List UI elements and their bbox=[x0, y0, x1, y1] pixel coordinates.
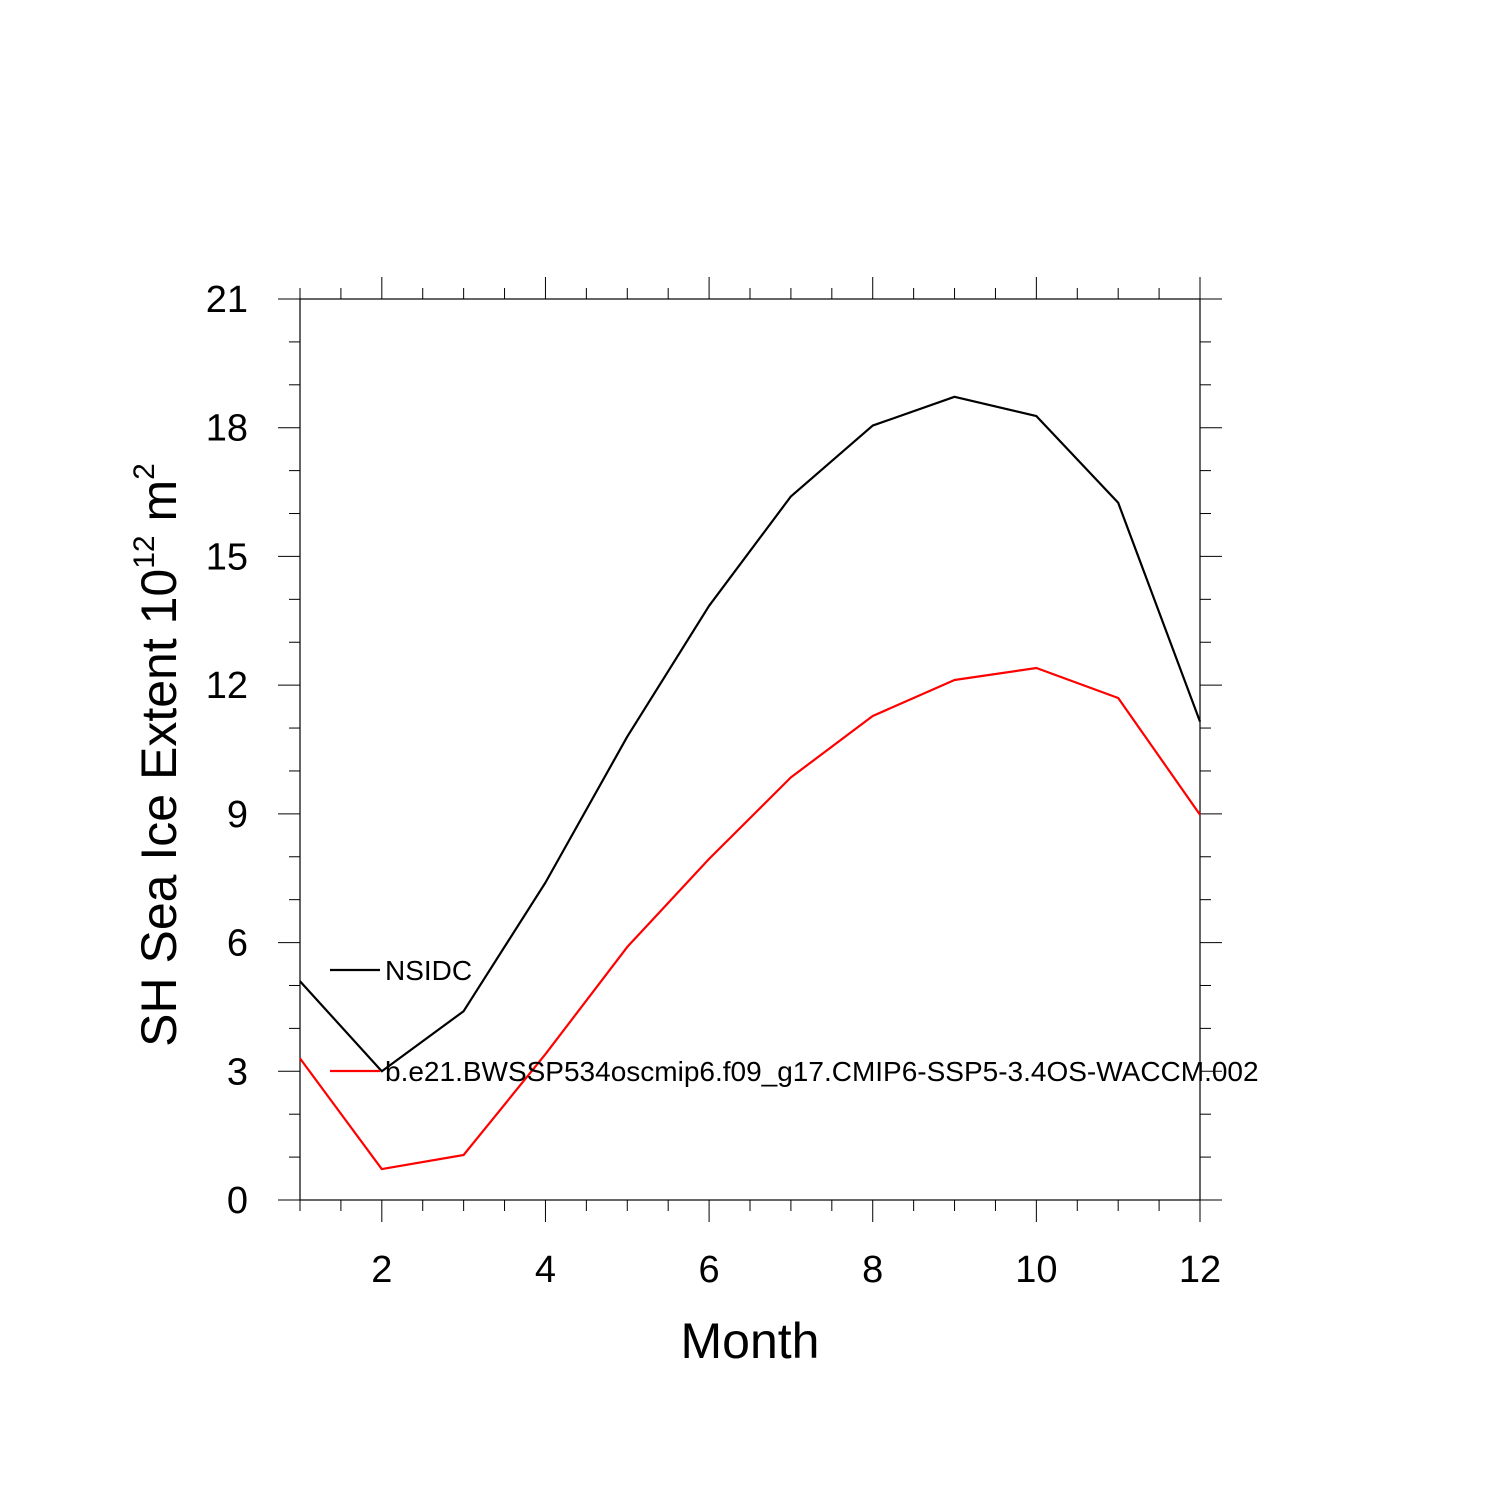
x-tick-label: 6 bbox=[699, 1249, 720, 1291]
y-tick-label: 0 bbox=[227, 1180, 248, 1222]
y-tick-label: 3 bbox=[227, 1051, 248, 1093]
y-tick-label: 18 bbox=[206, 408, 248, 450]
series-line-model bbox=[299, 666, 1201, 1171]
y-tick-label: 9 bbox=[227, 794, 248, 836]
x-tick-label: 4 bbox=[535, 1249, 556, 1291]
y-axis-title-main: SH Sea Ice Extent 10 bbox=[131, 569, 187, 1047]
legend-label: NSIDC bbox=[385, 955, 472, 986]
legend: NSIDC b.e21.BWSSP534oscmip6.f09_g17.CMIP6… bbox=[330, 955, 1259, 1087]
y-tick-label: 15 bbox=[206, 536, 248, 578]
x-tick-label: 2 bbox=[371, 1249, 392, 1291]
y-tick-label: 12 bbox=[206, 665, 248, 707]
x-tick-label: 10 bbox=[1015, 1249, 1057, 1291]
y-axis-title-unit: m bbox=[131, 480, 187, 536]
legend-label: b.e21.BWSSP534oscmip6.f09_g17.CMIP6-SSP5… bbox=[385, 1056, 1259, 1087]
y-axis-title: SH Sea Ice Extent 1012 m2 bbox=[128, 463, 187, 1047]
y-axis-title-exponent-2: 2 bbox=[128, 463, 161, 480]
axis-ticks bbox=[278, 277, 1222, 1222]
x-axis-title: Month bbox=[681, 1313, 820, 1369]
data-series bbox=[299, 395, 1202, 1171]
axis-tick-labels: 2 4 6 8 10 12 0 3 6 9 12 15 18 21 bbox=[206, 279, 1221, 1291]
y-tick-label: 6 bbox=[227, 923, 248, 965]
x-tick-label: 12 bbox=[1179, 1249, 1221, 1291]
series-line-nsidc bbox=[299, 395, 1202, 1073]
x-tick-label: 8 bbox=[862, 1249, 883, 1291]
y-axis-title-exponent-1: 12 bbox=[128, 535, 161, 568]
y-tick-label: 21 bbox=[206, 279, 248, 321]
